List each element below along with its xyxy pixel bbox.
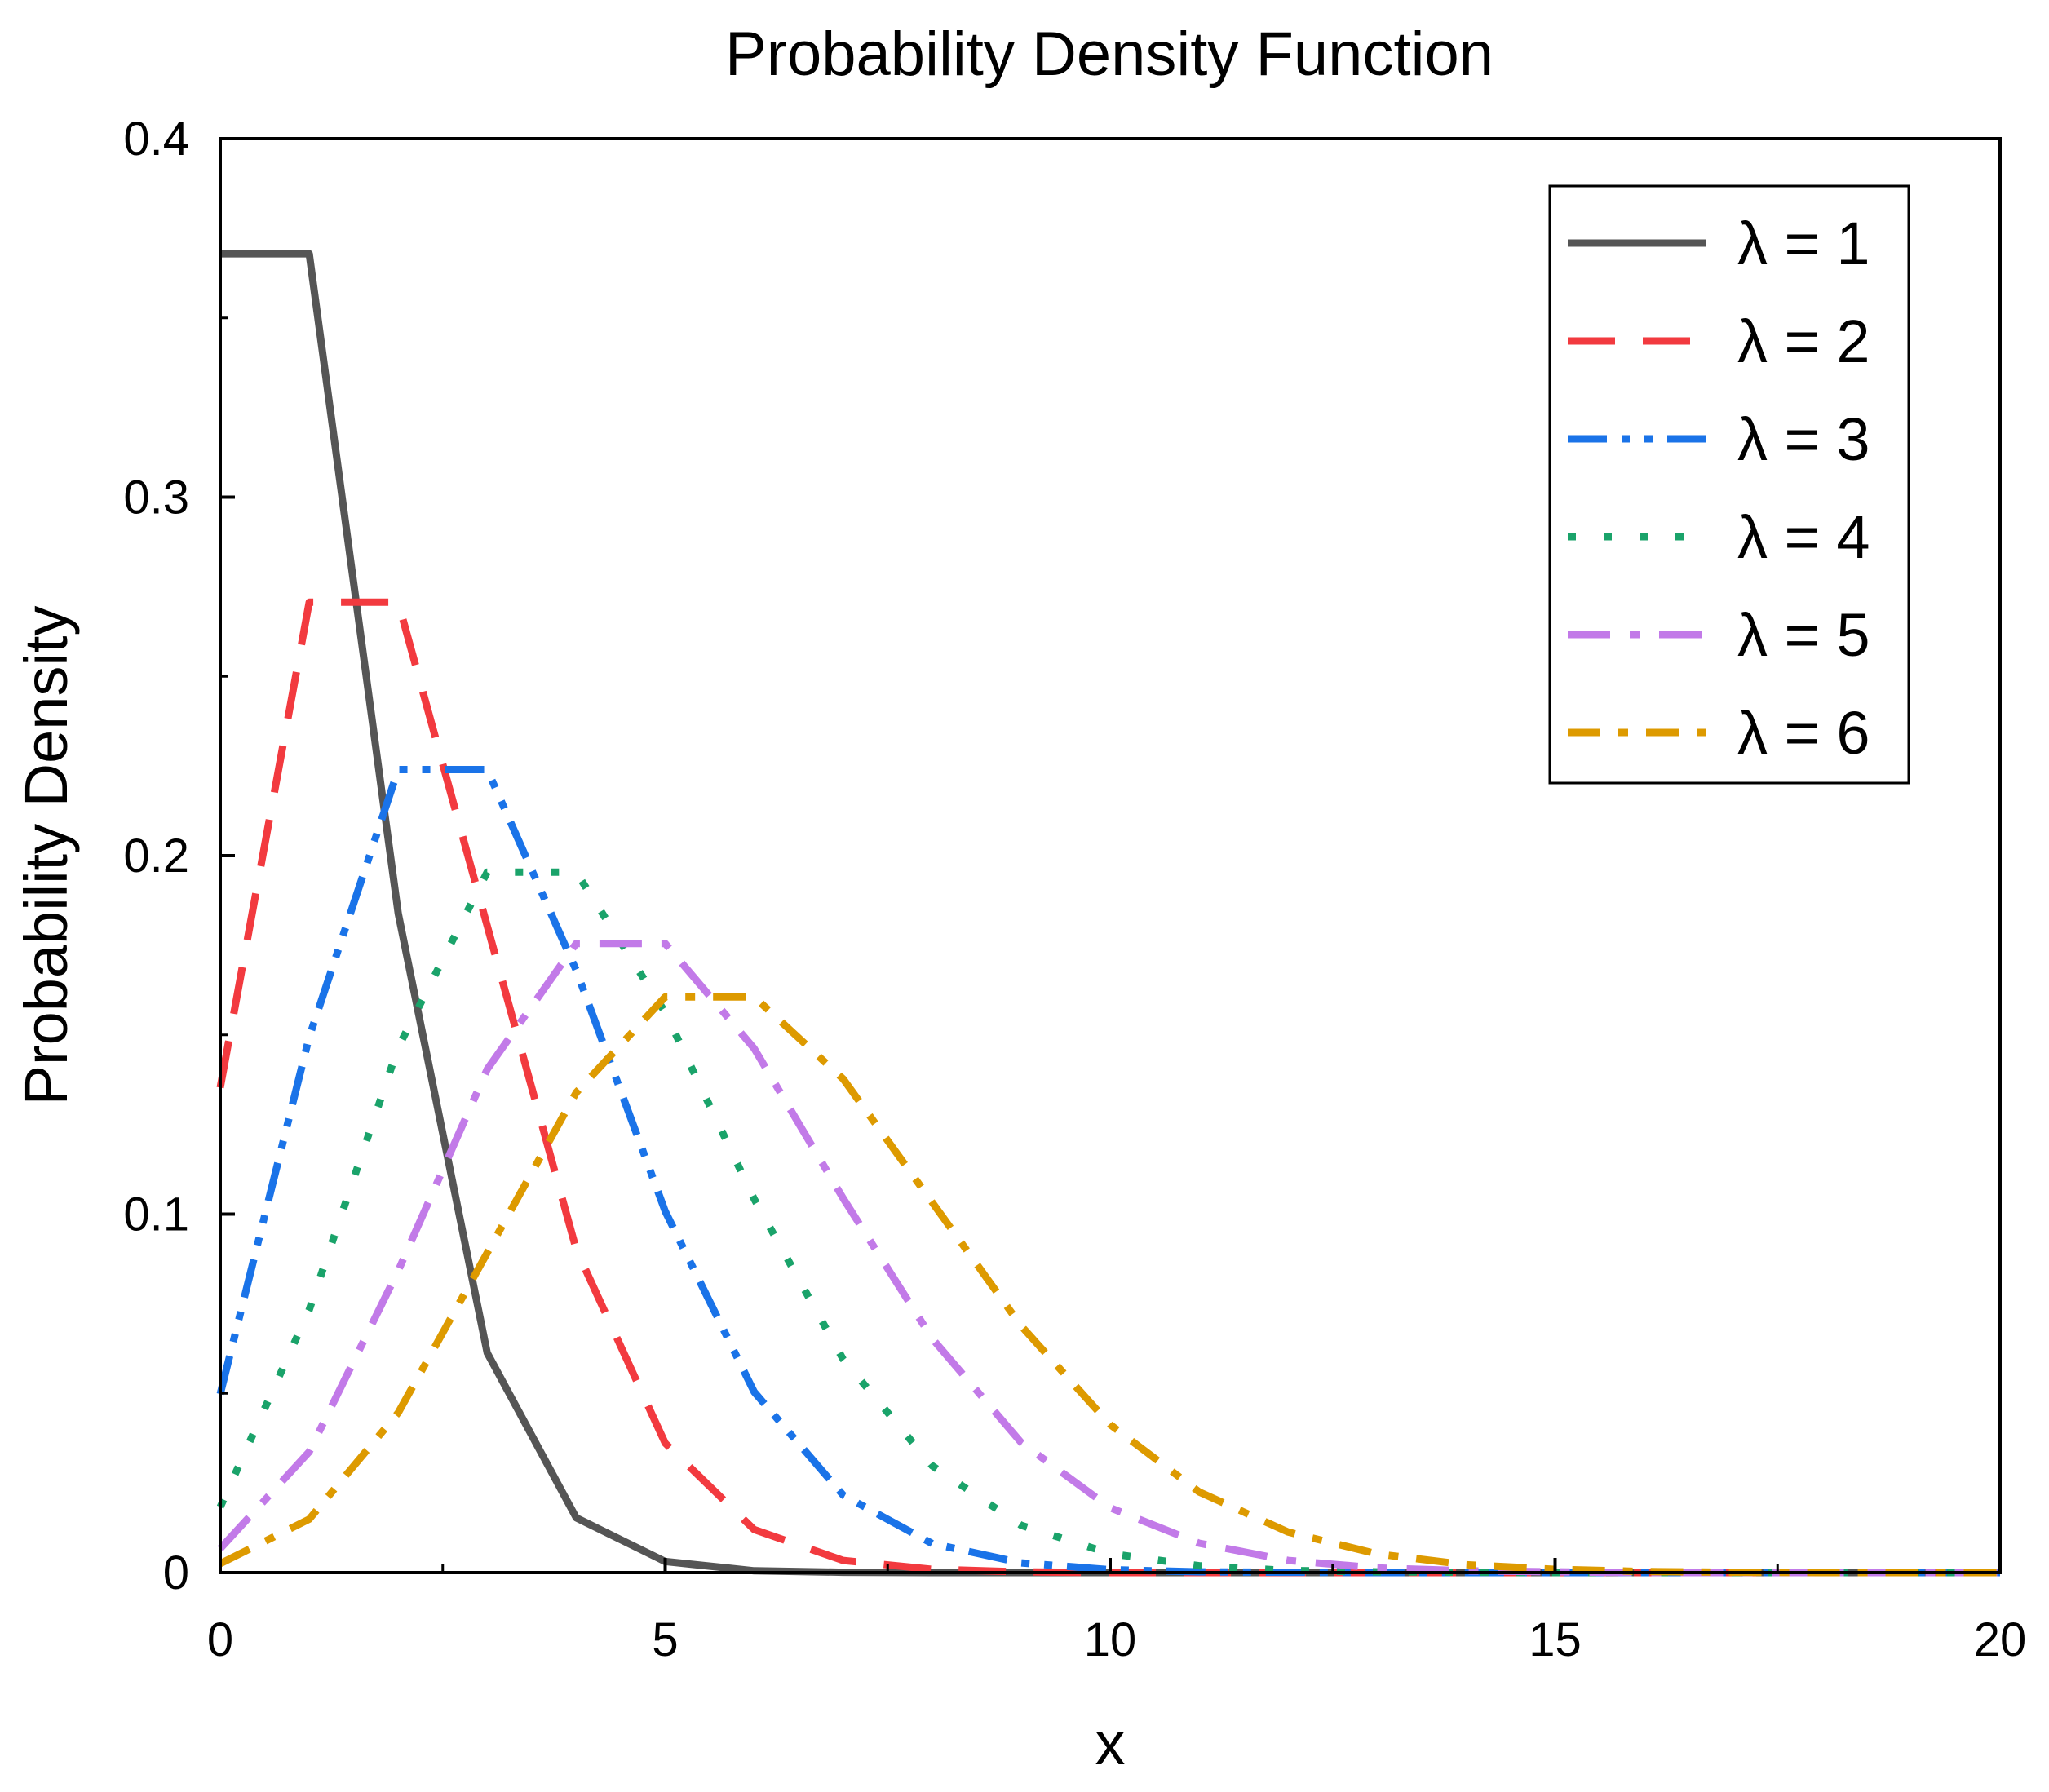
legend-items: λ = 1 λ = 2 λ = 3 λ = 4 λ = 5 λ = 6 xyxy=(1568,210,1870,767)
chart-title: Probability Density Function xyxy=(725,20,1494,89)
legend-label: λ = 2 xyxy=(1737,308,1870,375)
x-axis-label: x xyxy=(1095,1710,1126,1777)
y-tick-label: 0.2 xyxy=(123,830,189,883)
x-tick-label: 15 xyxy=(1529,1613,1582,1666)
legend-box xyxy=(1548,184,1910,785)
x-tick-label: 0 xyxy=(207,1613,233,1666)
y-tick-label: 0.4 xyxy=(123,113,189,166)
series-line-lambda-3 xyxy=(216,766,2000,1577)
x-tick-label: 10 xyxy=(1084,1613,1137,1666)
tick-layer: 0 5 10 15 20 0 0.1 0.2 0.3 0.4 xyxy=(123,113,2026,1666)
legend: λ = 1 λ = 2 λ = 3 λ = 4 λ = 5 λ = 6 xyxy=(1548,184,1910,785)
x-tick-label: 20 xyxy=(1974,1613,2027,1666)
legend-label: λ = 1 xyxy=(1737,210,1870,277)
y-tick-label: 0.3 xyxy=(123,471,189,524)
x-tick-label: 5 xyxy=(652,1613,678,1666)
series-line-lambda-6 xyxy=(218,993,2000,1577)
y-tick-label: 0 xyxy=(163,1546,189,1600)
legend-label: λ = 6 xyxy=(1737,699,1870,767)
legend-label: λ = 4 xyxy=(1737,503,1870,571)
series-line-lambda-4 xyxy=(216,868,2000,1577)
y-tick-label: 0.1 xyxy=(123,1188,189,1241)
legend-label: λ = 5 xyxy=(1737,601,1870,669)
legend-label: λ = 3 xyxy=(1737,405,1870,473)
y-axis-label: Probability Density xyxy=(12,606,80,1106)
